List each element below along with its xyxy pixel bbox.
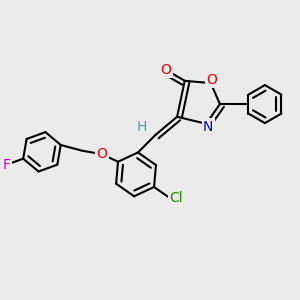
Text: F: F (2, 158, 10, 172)
Text: H: H (136, 120, 147, 134)
Text: N: N (203, 120, 213, 134)
Text: O: O (96, 147, 107, 161)
Text: O: O (206, 73, 217, 87)
Text: O: O (160, 63, 171, 77)
Text: Cl: Cl (169, 191, 183, 206)
